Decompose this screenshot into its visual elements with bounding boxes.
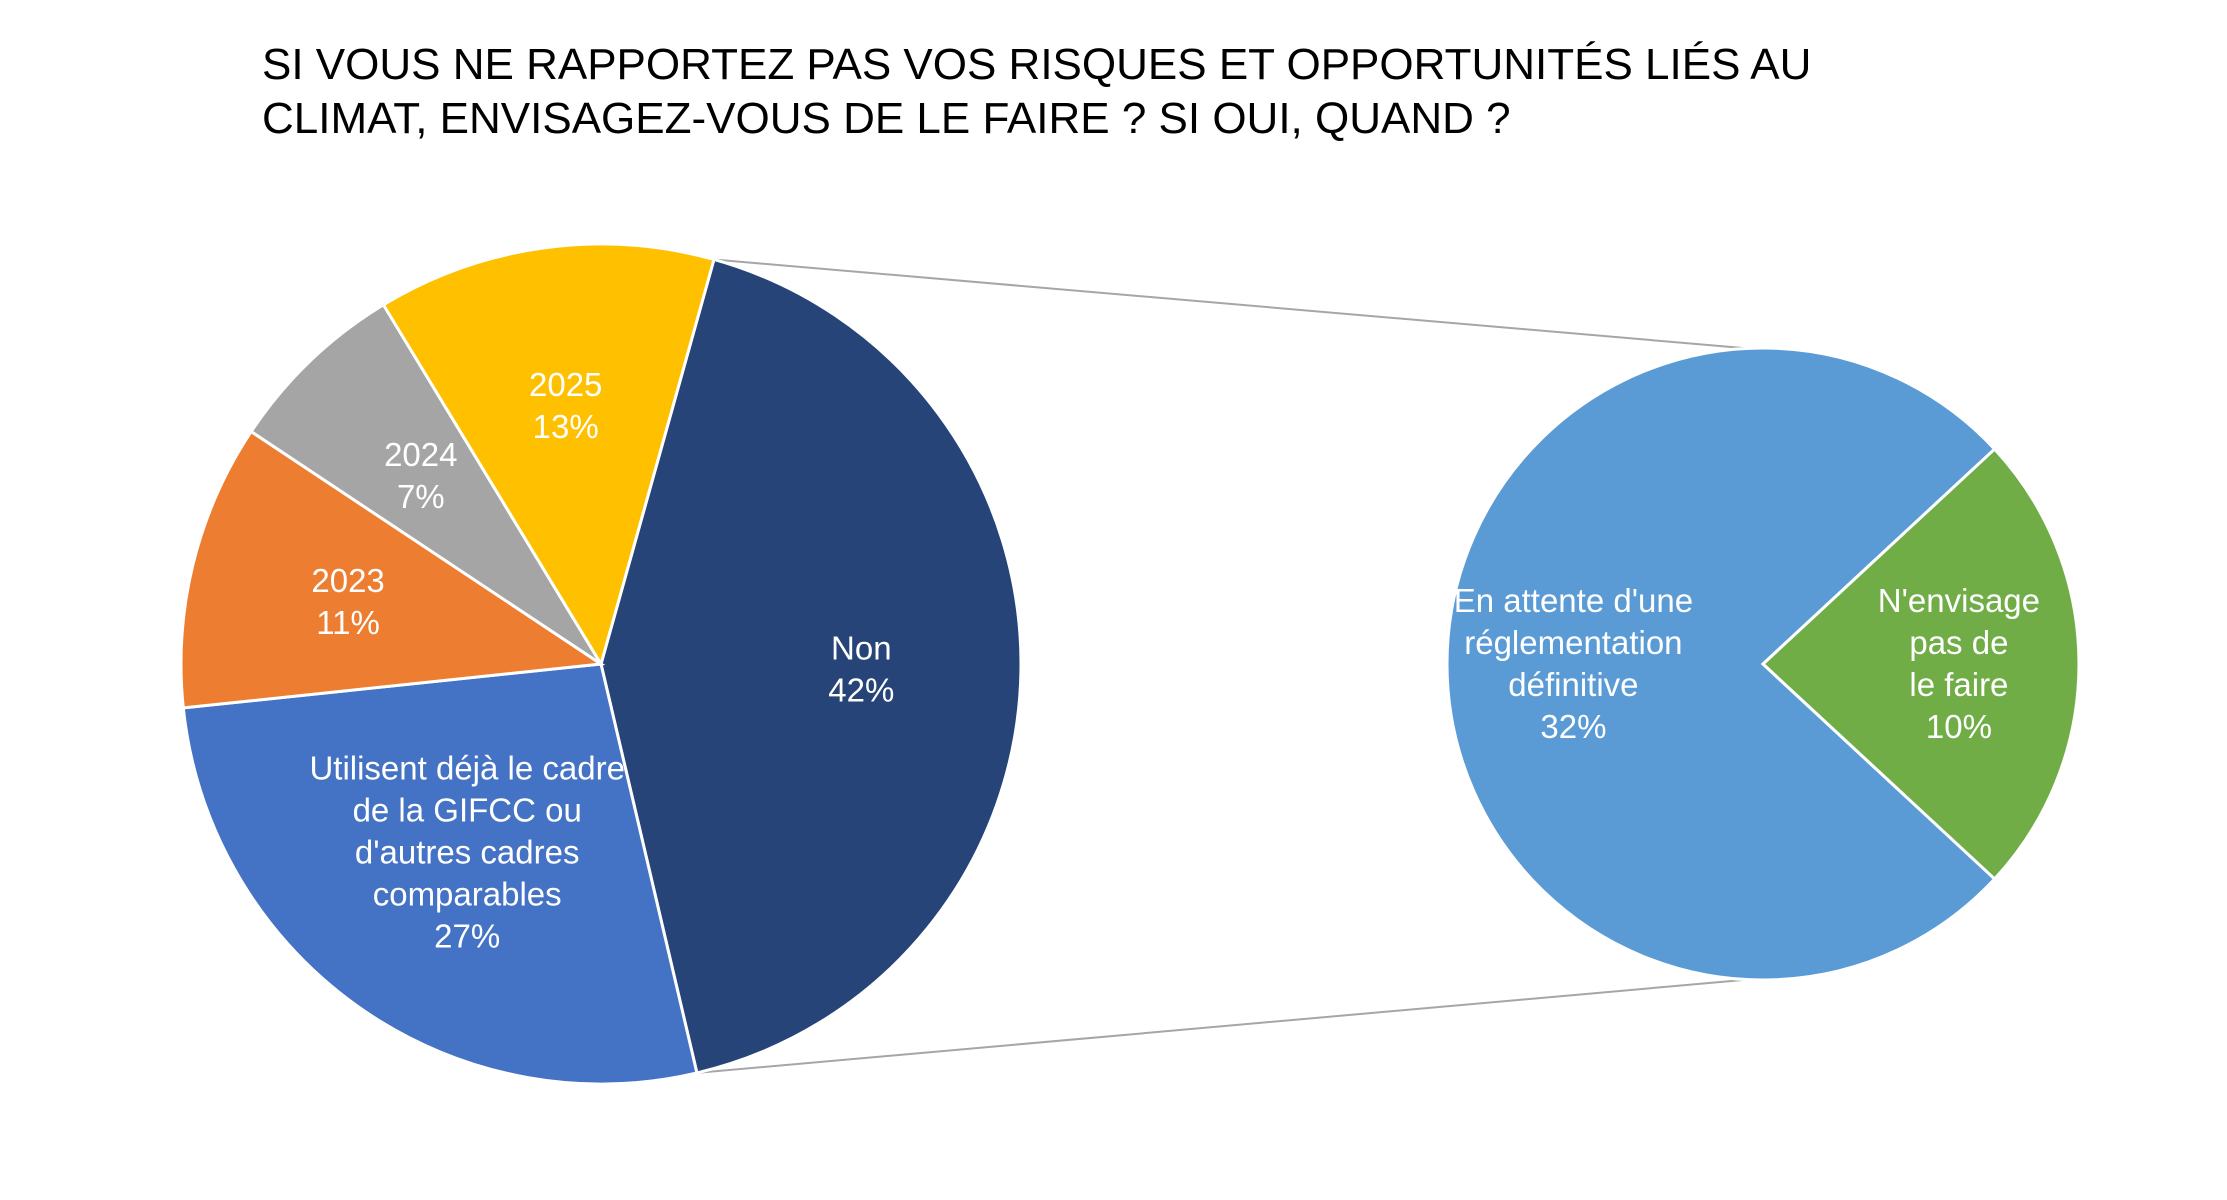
main-pie-slice-y2023 xyxy=(179,429,606,710)
main-pie: Non 42% Utilisent déjà le cadre de la GIFCC… xyxy=(179,242,1023,1086)
secondary-pie-slice-nenvisage xyxy=(1760,446,2081,882)
secondary-pie-slice-attente xyxy=(1445,346,1997,982)
connector-line-top xyxy=(713,258,1744,349)
connector-lines xyxy=(696,258,1744,1074)
main-pie-slice-non xyxy=(599,257,1023,1075)
main-pie-slice-y2024 xyxy=(249,302,603,666)
connector-line-bottom xyxy=(696,979,1744,1074)
main-pie-label-y2025: 2025 13% xyxy=(529,366,602,445)
chart-title-line-1: SI VOUS NE RAPPORTEZ PAS VOS RISQUES ET … xyxy=(262,40,1812,89)
main-pie-slice-cadre xyxy=(181,662,699,1086)
chart-title-line-2: CLIMAT, ENVISAGEZ-VOUS DE LE FAIRE ? SI … xyxy=(262,94,1511,143)
chart-title: SI VOUS NE RAPPORTEZ PAS VOS RISQUES ET … xyxy=(262,38,2062,146)
main-pie-label-y2023: 2023 11% xyxy=(311,562,384,641)
main-pie-slice-y2025 xyxy=(381,242,716,668)
secondary-pie-label-attente: En attente d'une réglementation définitive… xyxy=(1454,582,1693,745)
secondary-pie-label-nenvisage: N'envisage pas de le faire 10% xyxy=(1878,582,2040,745)
main-pie-label-y2024: 2024 7% xyxy=(384,436,457,515)
main-pie-label-cadre: Utilisent déjà le cadre de la GIFCC ou d'a… xyxy=(309,749,625,954)
main-pie-label-non: Non 42% xyxy=(828,630,894,709)
secondary-pie: En attente d'une réglementation définitive… xyxy=(1445,346,2081,982)
